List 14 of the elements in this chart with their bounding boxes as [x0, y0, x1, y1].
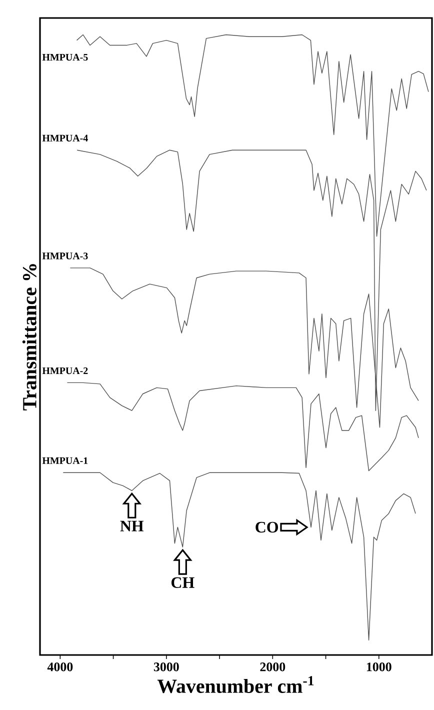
- series-label: HMPUA-3: [42, 252, 88, 260]
- x-tick-label: 1000: [366, 662, 392, 672]
- series-label: HMPUA-1: [42, 457, 88, 464]
- series-label: HMPUA-4: [42, 134, 88, 142]
- x-tick-label: 3000: [154, 662, 179, 672]
- x-axis-title: Wavenumber cm$^{-1}$: [157, 676, 314, 694]
- x-tick-label: 2000: [260, 662, 286, 672]
- annotation: CH: [172, 577, 194, 588]
- series-label: HMPUA-5: [42, 54, 88, 61]
- annotation: NH: [120, 520, 144, 532]
- x-tick-label: 4000: [47, 662, 73, 672]
- annotation: CO: [256, 522, 278, 533]
- series-label: HMPUA-2: [42, 367, 88, 374]
- y-axis-title: Transmittance %: [22, 264, 36, 410]
